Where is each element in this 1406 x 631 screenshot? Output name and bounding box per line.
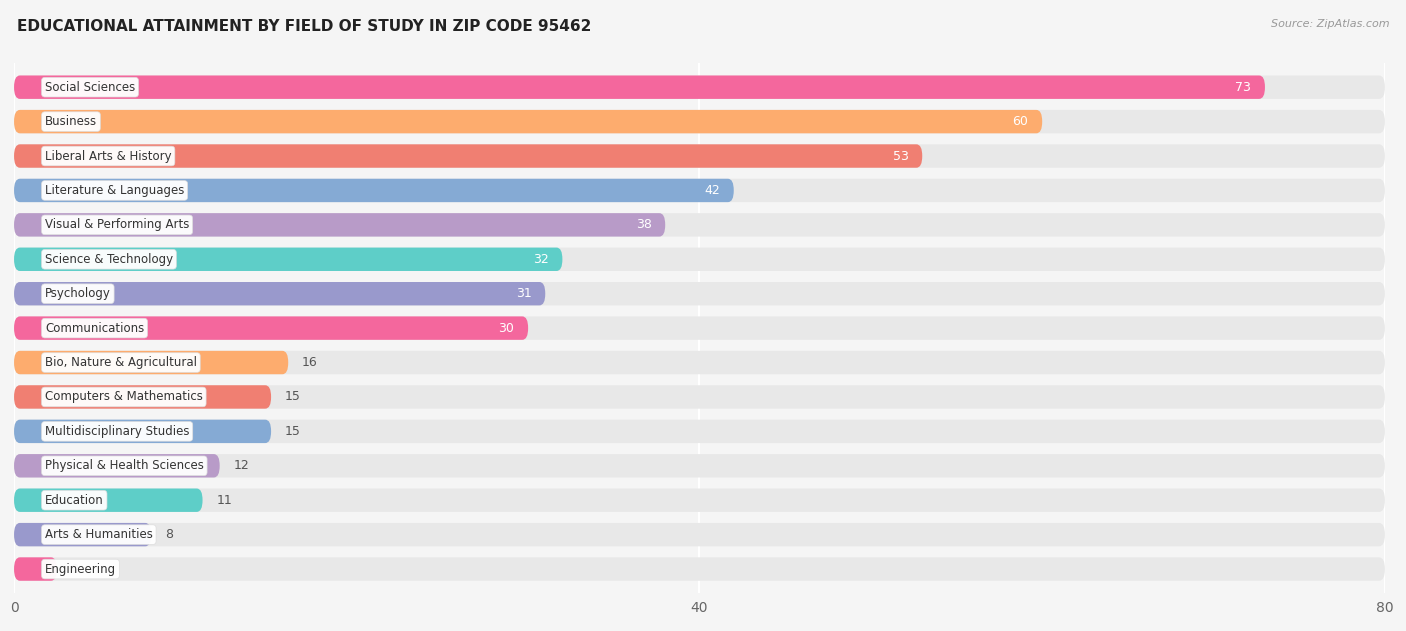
FancyBboxPatch shape (14, 76, 1385, 99)
Text: Arts & Humanities: Arts & Humanities (45, 528, 153, 541)
FancyBboxPatch shape (14, 179, 1385, 202)
Circle shape (27, 353, 35, 372)
Text: Liberal Arts & History: Liberal Arts & History (45, 150, 172, 163)
Text: Computers & Mathematics: Computers & Mathematics (45, 391, 202, 403)
FancyBboxPatch shape (14, 179, 734, 202)
Text: 16: 16 (302, 356, 318, 369)
Text: 30: 30 (499, 322, 515, 334)
Circle shape (27, 388, 35, 406)
Text: Communications: Communications (45, 322, 145, 334)
Circle shape (27, 285, 35, 303)
Text: 32: 32 (533, 253, 548, 266)
Circle shape (27, 560, 35, 578)
Text: Literature & Languages: Literature & Languages (45, 184, 184, 197)
FancyBboxPatch shape (14, 420, 1385, 443)
FancyBboxPatch shape (14, 523, 152, 546)
FancyBboxPatch shape (14, 386, 271, 409)
Text: Engineering: Engineering (45, 563, 117, 575)
Text: Psychology: Psychology (45, 287, 111, 300)
FancyBboxPatch shape (14, 351, 1385, 374)
Text: Physical & Health Sciences: Physical & Health Sciences (45, 459, 204, 472)
Text: 73: 73 (1236, 81, 1251, 93)
Text: Multidisciplinary Studies: Multidisciplinary Studies (45, 425, 190, 438)
FancyBboxPatch shape (14, 247, 1385, 271)
Text: 11: 11 (217, 493, 232, 507)
Text: Business: Business (45, 115, 97, 128)
FancyBboxPatch shape (14, 420, 271, 443)
Circle shape (27, 492, 35, 509)
Text: 38: 38 (636, 218, 651, 232)
Text: Social Sciences: Social Sciences (45, 81, 135, 93)
FancyBboxPatch shape (14, 557, 1385, 581)
FancyBboxPatch shape (14, 282, 546, 305)
Text: 15: 15 (285, 391, 301, 403)
FancyBboxPatch shape (14, 488, 202, 512)
Circle shape (27, 182, 35, 199)
Text: 8: 8 (165, 528, 173, 541)
FancyBboxPatch shape (14, 213, 1385, 237)
Text: 31: 31 (516, 287, 531, 300)
Text: 60: 60 (1012, 115, 1029, 128)
FancyBboxPatch shape (14, 110, 1042, 133)
FancyBboxPatch shape (14, 316, 1385, 340)
Text: 42: 42 (704, 184, 720, 197)
FancyBboxPatch shape (14, 351, 288, 374)
FancyBboxPatch shape (14, 144, 1385, 168)
Text: 12: 12 (233, 459, 249, 472)
FancyBboxPatch shape (14, 213, 665, 237)
Text: Source: ZipAtlas.com: Source: ZipAtlas.com (1271, 19, 1389, 29)
Text: 53: 53 (893, 150, 908, 163)
FancyBboxPatch shape (14, 316, 529, 340)
Text: EDUCATIONAL ATTAINMENT BY FIELD OF STUDY IN ZIP CODE 95462: EDUCATIONAL ATTAINMENT BY FIELD OF STUDY… (17, 19, 592, 34)
FancyBboxPatch shape (14, 282, 1385, 305)
Circle shape (27, 216, 35, 233)
FancyBboxPatch shape (14, 488, 1385, 512)
FancyBboxPatch shape (14, 454, 1385, 478)
Circle shape (27, 526, 35, 543)
Text: 0: 0 (70, 563, 79, 575)
Text: Visual & Performing Arts: Visual & Performing Arts (45, 218, 190, 232)
Circle shape (27, 78, 35, 96)
FancyBboxPatch shape (14, 76, 1265, 99)
Circle shape (27, 113, 35, 131)
Text: Bio, Nature & Agricultural: Bio, Nature & Agricultural (45, 356, 197, 369)
Circle shape (27, 457, 35, 475)
Text: Education: Education (45, 493, 104, 507)
FancyBboxPatch shape (14, 557, 56, 581)
FancyBboxPatch shape (14, 247, 562, 271)
FancyBboxPatch shape (14, 386, 1385, 409)
Text: Science & Technology: Science & Technology (45, 253, 173, 266)
Circle shape (27, 147, 35, 165)
Circle shape (27, 319, 35, 337)
Text: 15: 15 (285, 425, 301, 438)
Circle shape (27, 251, 35, 268)
Circle shape (27, 423, 35, 440)
FancyBboxPatch shape (14, 454, 219, 478)
FancyBboxPatch shape (14, 144, 922, 168)
FancyBboxPatch shape (14, 110, 1385, 133)
FancyBboxPatch shape (14, 523, 1385, 546)
